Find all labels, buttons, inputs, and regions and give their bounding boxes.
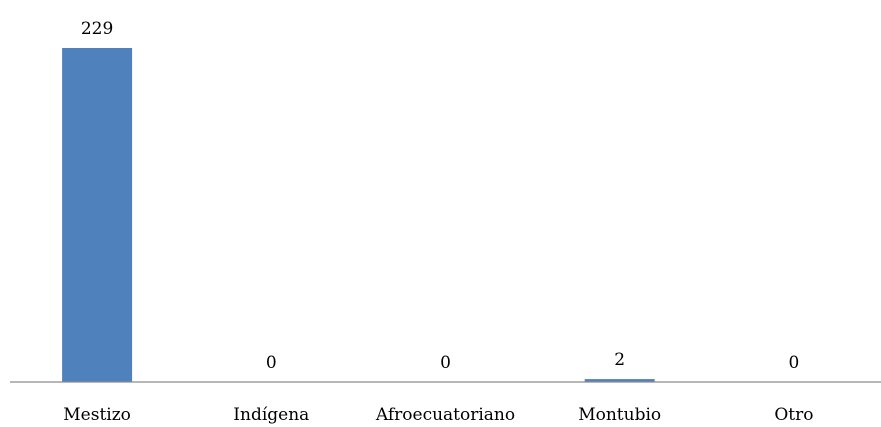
category-label-mestizo: Mestizo [63, 405, 131, 425]
category-labels-group: Mestizo Indígena Afroecuatoriano Montubio Ot… [63, 405, 813, 425]
category-label-indigena: Indígena [233, 405, 309, 425]
value-labels-group: 229 0 0 2 0 [81, 19, 799, 373]
bar-mestizo [62, 48, 133, 382]
category-label-afroecuatoriano: Afroecuatoriano [375, 405, 515, 425]
category-label-montubio: Montubio [578, 405, 661, 425]
bar-montubio [584, 379, 655, 382]
bars-group [62, 48, 655, 382]
value-label-otro: 0 [788, 353, 799, 373]
value-label-indigena: 0 [266, 353, 277, 373]
value-label-afroecuatoriano: 0 [440, 353, 451, 373]
value-label-montubio: 2 [614, 350, 625, 370]
category-label-otro: Otro [774, 405, 813, 425]
value-label-mestizo: 229 [81, 19, 113, 39]
